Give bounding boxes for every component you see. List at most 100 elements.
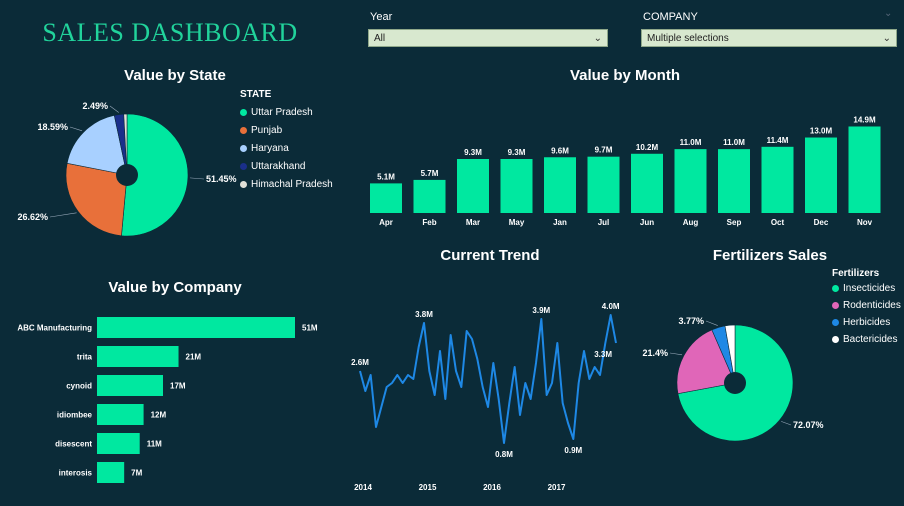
year-slicer-dropdown[interactable]: All ⌄ — [368, 29, 608, 47]
legend-label: Punjab — [251, 124, 283, 136]
donut-hole — [116, 164, 138, 186]
legend-label: Rodenticides — [843, 300, 901, 311]
month-bar[interactable] — [370, 183, 402, 213]
company-slicer-value: Multiple selections — [647, 33, 729, 44]
trend-line-chart: 2.6M 3.8M 0.8M 3.9M 0.9M 4.0M 3.3M 2014 2015 2016… — [351, 302, 620, 492]
month-bar[interactable] — [631, 153, 663, 213]
fertilizer-legend: Fertilizers Insecticides Rodenticides Herb… — [832, 268, 901, 348]
x-tick-label: Dec — [814, 218, 829, 227]
x-tick-label: Aug — [683, 218, 699, 227]
pie-slice[interactable] — [66, 114, 128, 176]
state-pie-chart: 51.45% 26.62% 18.59% 2.49% — [17, 101, 237, 237]
pie-data-label: 26.62% — [17, 212, 48, 222]
bar-data-label: 17M — [170, 382, 186, 391]
state-legend-item[interactable]: Uttarakhand — [240, 157, 333, 175]
x-tick-label: 2017 — [548, 483, 566, 492]
bar-data-label: 5.7M — [421, 169, 439, 178]
fertilizer-legend-item[interactable]: Insecticides — [832, 280, 901, 297]
company-bar[interactable] — [97, 404, 144, 425]
bar-data-label: 10.2M — [636, 143, 659, 152]
legend-marker — [240, 180, 247, 188]
x-tick-label: Mar — [466, 218, 480, 227]
slicer-collapse-icon[interactable]: ⌄ — [884, 8, 893, 19]
month-bar[interactable] — [848, 126, 881, 213]
legend-label: Haryana — [251, 142, 289, 154]
legend-marker — [240, 126, 247, 134]
state-legend-item[interactable]: Himachal Pradesh — [240, 175, 333, 193]
state-legend-item[interactable]: Haryana — [240, 139, 333, 157]
x-tick-label: Feb — [422, 218, 436, 227]
fertilizer-legend-item[interactable]: Bactericides — [832, 331, 901, 348]
company-bar[interactable] — [97, 375, 163, 396]
bar-data-label: 21M — [186, 353, 202, 362]
pie-data-label: 21.4% — [642, 348, 668, 358]
fertilizer-chart-title: Fertilizers Sales — [712, 247, 828, 264]
year-slicer-value: All — [374, 33, 386, 44]
company-bar[interactable] — [97, 346, 179, 367]
legend-marker — [832, 302, 839, 309]
bar-data-label: 11.4M — [767, 136, 789, 145]
x-tick-label: 2015 — [419, 483, 437, 492]
month-bar[interactable] — [674, 149, 707, 213]
company-bar[interactable] — [97, 317, 295, 338]
company-bar[interactable] — [97, 433, 140, 454]
bar-data-label: 11M — [147, 440, 162, 449]
company-bar[interactable] — [97, 462, 125, 483]
bar-data-label: 11.0M — [680, 138, 702, 147]
y-tick-label: interosis — [59, 469, 93, 478]
fertilizer-legend-item[interactable]: Herbicides — [832, 314, 901, 331]
pie-data-label: 2.49% — [82, 101, 108, 111]
line-data-label: 4.0M — [602, 302, 620, 311]
company-bar-chart: ABC Manufacturing 51M trita 21M cynoid 17M idi… — [17, 317, 318, 483]
legend-marker — [832, 336, 839, 343]
month-bar[interactable] — [500, 159, 533, 213]
y-tick-label: cynoid — [66, 382, 92, 391]
line-data-label: 2.6M — [351, 358, 369, 367]
pie-leader-line — [69, 126, 83, 132]
y-tick-label: idiombee — [57, 411, 93, 420]
pie-slice[interactable] — [123, 113, 128, 176]
state-legend-title: STATE — [240, 89, 272, 100]
legend-label: Insecticides — [843, 283, 896, 294]
pie-leader-line — [49, 212, 77, 218]
month-bar[interactable] — [805, 137, 837, 213]
bar-data-label: 13.0M — [810, 127, 833, 136]
x-tick-label: 2016 — [483, 483, 501, 492]
legend-marker — [832, 319, 839, 326]
bar-data-label: 9.7M — [595, 146, 613, 155]
pie-slice[interactable] — [65, 162, 128, 237]
bar-data-label: 12M — [151, 411, 167, 420]
bar-data-label: 9.3M — [464, 148, 482, 157]
x-tick-label: Jan — [553, 218, 567, 227]
pie-leader-line — [781, 421, 792, 426]
company-slicer-dropdown[interactable]: Multiple selections ⌄ — [641, 29, 897, 47]
x-tick-label: Jul — [598, 218, 610, 227]
month-bar[interactable] — [544, 157, 576, 213]
month-bar[interactable] — [718, 149, 750, 213]
state-legend-item[interactable]: Punjab — [240, 121, 333, 139]
month-bar[interactable] — [761, 146, 794, 213]
pie-slice[interactable] — [121, 113, 189, 237]
fertilizer-legend-item[interactable]: Rodenticides — [832, 297, 901, 314]
chevron-down-icon: ⌄ — [593, 33, 602, 44]
month-bar[interactable] — [587, 156, 620, 213]
month-bar-chart: 5.1M Apr 5.7M Feb 9.3M Mar 9.3M May 9.6M Jan 9.7M J… — [370, 115, 881, 227]
state-legend-item[interactable]: Uttar Pradesh — [240, 103, 333, 121]
bar-data-label: 11.0M — [723, 138, 745, 147]
line-data-label: 0.8M — [495, 450, 513, 459]
x-tick-label: Oct — [771, 218, 785, 227]
month-bar[interactable] — [413, 179, 446, 213]
pie-slice[interactable] — [724, 324, 736, 384]
legend-marker — [240, 162, 247, 170]
legend-marker — [240, 144, 247, 152]
pie-leader-line — [189, 177, 205, 180]
x-tick-label: Sep — [727, 218, 742, 227]
legend-marker — [832, 285, 839, 292]
trend-line[interactable] — [359, 314, 617, 444]
trend-chart-title: Current Trend — [440, 247, 540, 264]
line-data-label: 3.9M — [532, 306, 550, 315]
pie-slice[interactable] — [676, 329, 736, 394]
line-data-label: 3.3M — [594, 350, 612, 359]
pie-data-label: 18.59% — [37, 122, 68, 132]
month-bar[interactable] — [457, 159, 489, 213]
